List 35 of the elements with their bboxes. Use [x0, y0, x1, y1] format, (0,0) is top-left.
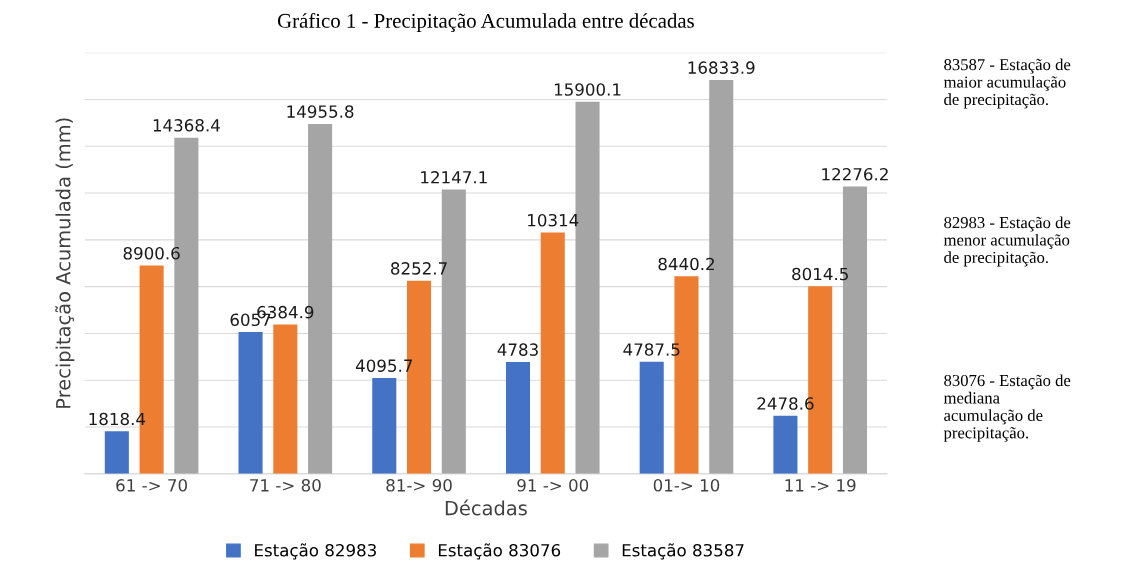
x-tick-label: 61 -> 70 [116, 479, 187, 492]
bar [372, 378, 397, 474]
x-tick-label: 01-> 10 [653, 479, 720, 492]
x-tick-label: 11 -> 19 [785, 479, 856, 492]
x-tick-label: 71 -> 80 [250, 479, 321, 492]
bar [505, 361, 531, 474]
chart-title: Gráfico 1 - Precipitação Acumulada entre décadas [277, 12, 694, 33]
legend-label: Estação 83076 [438, 543, 561, 560]
text: 83587 - Estação de maior acumulação de precipitação. [943, 58, 1071, 109]
data-label: 16833.9 [688, 61, 755, 74]
x-axis-title: Décadas [445, 499, 527, 516]
data-label: 4783 [497, 343, 538, 356]
data-label: 8014.5 [792, 267, 848, 281]
data-label: 14955.8 [287, 105, 354, 118]
data-label: 8252.7 [391, 262, 447, 275]
data-label: 14368.4 [153, 119, 220, 132]
data-label: 12147.1 [421, 170, 487, 184]
data-label: 8900.6 [123, 246, 180, 260]
bar [773, 415, 798, 474]
data-label: 10314 [528, 213, 579, 227]
bar [238, 332, 263, 474]
x-tick-label: 91 -> 00 [517, 479, 589, 492]
data-label: 15900.1 [554, 83, 621, 96]
bar [639, 361, 664, 474]
legend-label: Estação 83587 [622, 543, 744, 560]
data-label: 8440.2 [658, 257, 714, 271]
legend-label: Estação 82983 [255, 543, 376, 560]
text: 83076 - Estação de mediana acumulação de precipitação. [943, 374, 1071, 442]
text: 82983 - Estação de menor acumulação de precipitação. [943, 216, 1071, 267]
bar [104, 431, 129, 474]
bar [273, 324, 298, 474]
data-label: 12276.2 [822, 167, 888, 181]
x-tick-label: 81-> 90 [386, 479, 452, 492]
y-axis-title: Precipitação Acumulada (mm) [55, 118, 75, 408]
bar [540, 232, 565, 474]
